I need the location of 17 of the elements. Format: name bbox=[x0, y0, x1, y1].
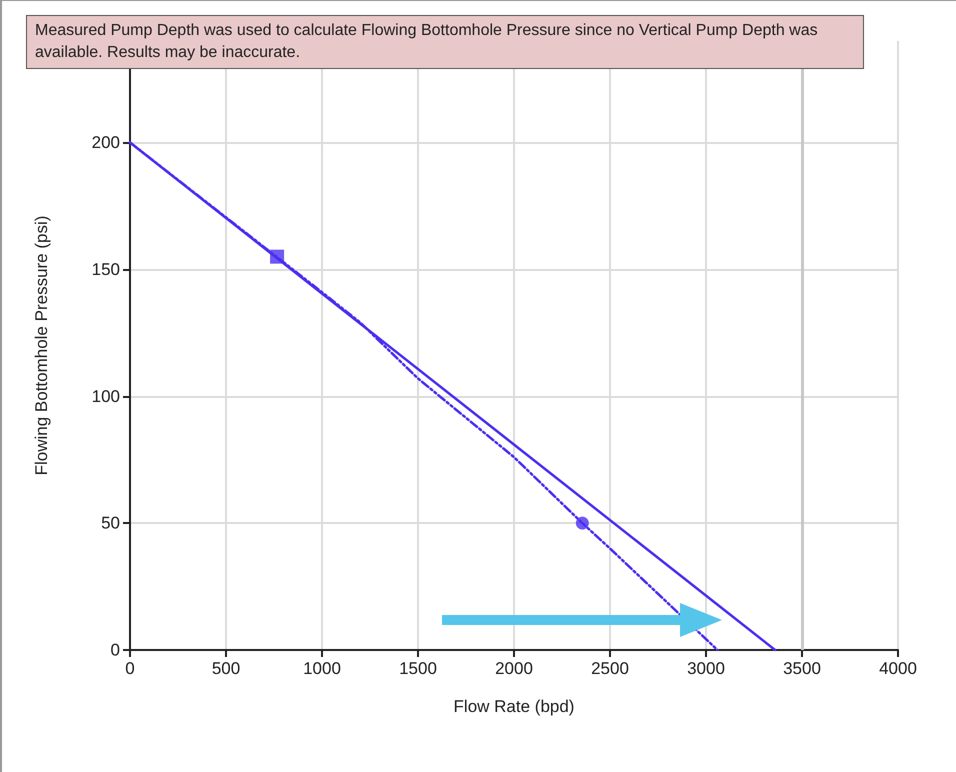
y-tick-label: 150 bbox=[92, 260, 120, 279]
x-tick-label: 1000 bbox=[303, 659, 341, 678]
x-tick-label: 4000 bbox=[879, 659, 917, 678]
x-tick-label: 2000 bbox=[495, 659, 533, 678]
x-tick-label: 1500 bbox=[399, 659, 437, 678]
x-tick-label: 2500 bbox=[591, 659, 629, 678]
x-tick-label: 3500 bbox=[783, 659, 821, 678]
y-tick-label: 200 bbox=[92, 133, 120, 152]
x-axis-title: Flow Rate (bpd) bbox=[454, 697, 574, 716]
y-tick-label: 100 bbox=[92, 386, 120, 406]
y-tick-label: 50 bbox=[101, 514, 120, 533]
x-tick-label: 0 bbox=[125, 659, 135, 678]
y-axis-title: Flowing Bottomhole Pressure (psi) bbox=[32, 216, 51, 476]
note-box: Measured Pump Depth was used to calculate Flowing Bottomhole Pressure since no Vertical Pump Depth was available. Results may be inaccurate. bbox=[26, 15, 864, 69]
x-tick-label: 3000 bbox=[687, 659, 725, 678]
y-tick-label: 0 bbox=[110, 640, 120, 660]
x-tick-label: 500 bbox=[212, 659, 240, 678]
